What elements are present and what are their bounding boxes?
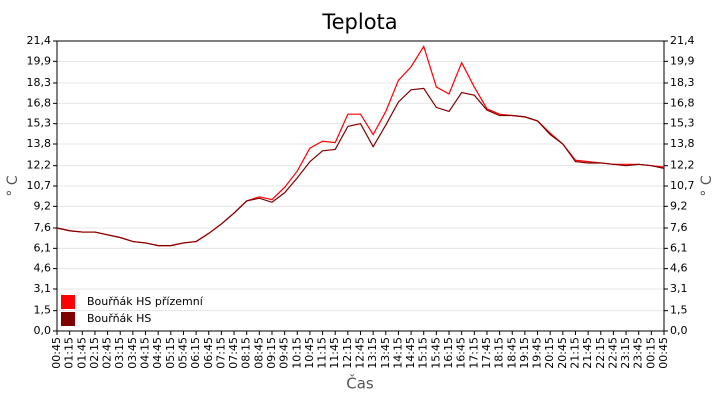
- series-line: [56, 87, 665, 247]
- x-tick-label: 23:45: [632, 337, 645, 369]
- x-tick-label: 11:45: [328, 337, 341, 369]
- x-tick-label: 00:45: [50, 337, 63, 369]
- x-tick-label: 13:15: [366, 337, 379, 369]
- x-tick-label: 22:45: [606, 337, 619, 369]
- x-tick-label: 10:45: [303, 337, 316, 369]
- legend-label: Bouřňák HS přízemní: [87, 295, 204, 308]
- x-tick-label: 03:45: [126, 337, 139, 369]
- x-tick-label: 03:15: [113, 337, 126, 369]
- x-tick-label: 14:45: [404, 337, 417, 369]
- y-tick-label: 13,8: [27, 137, 52, 150]
- x-tick-label: 20:15: [543, 337, 556, 369]
- y2-tick-label: 1,5: [670, 304, 688, 317]
- y2-tick-label: 4,6: [670, 262, 688, 275]
- y-tick-label: 15,3: [27, 117, 52, 130]
- y-tick-label: 3,1: [34, 282, 52, 295]
- y-tick-label: 18,3: [27, 76, 52, 89]
- y-tick-label: 6,1: [34, 241, 52, 254]
- x-tick-label: 13:45: [379, 337, 392, 369]
- x-tick-label: 06:45: [202, 337, 215, 369]
- x-tick-label: 20:45: [556, 337, 569, 369]
- x-tick-label: 06:15: [189, 337, 202, 369]
- x-tick-label: 12:45: [354, 337, 367, 369]
- x-tick-label: 01:15: [63, 337, 76, 369]
- x-tick-label: 19:15: [518, 337, 531, 369]
- x-tick-label: 18:45: [505, 337, 518, 369]
- y-tick-label: 21,4: [27, 34, 52, 47]
- x-tick-label: 02:45: [101, 337, 114, 369]
- x-tick-label: 14:15: [391, 337, 404, 369]
- chart-title: Teplota: [321, 10, 397, 34]
- x-tick-label: 00:15: [644, 337, 657, 369]
- x-tick-label: 18:15: [493, 337, 506, 369]
- x-tick-label: 16:15: [442, 337, 455, 369]
- x-tick-label: 17:15: [467, 337, 480, 369]
- y-tick-label: 12,2: [27, 159, 52, 172]
- x-tick-label: 07:15: [214, 337, 227, 369]
- x-tick-label: 09:15: [265, 337, 278, 369]
- y-tick-label: 16,8: [27, 96, 52, 109]
- y-tick-label: 19,9: [27, 54, 52, 67]
- x-tick-label: 12:15: [341, 337, 354, 369]
- y2-tick-label: 9,2: [670, 199, 688, 212]
- y2-tick-label: 19,9: [670, 54, 695, 67]
- x-tick-label: 01:45: [75, 337, 88, 369]
- x-tick-label: 07:45: [227, 337, 240, 369]
- legend-label: Bouřňák HS: [87, 312, 151, 325]
- y2-tick-label: 15,3: [670, 117, 695, 130]
- x-tick-label: 21:45: [581, 337, 594, 369]
- x-axis-label: Čas: [346, 374, 374, 393]
- y-tick-label: 0,0: [34, 324, 52, 337]
- y-tick-label: 9,2: [34, 199, 52, 212]
- x-tick-label: 16:45: [455, 337, 468, 369]
- y2-tick-label: 21,4: [670, 34, 695, 47]
- x-tick-label: 05:15: [164, 337, 177, 369]
- x-tick-label: 08:45: [252, 337, 265, 369]
- x-tick-label: 10:15: [290, 337, 303, 369]
- x-tick-label: 17:45: [480, 337, 493, 369]
- x-tick-label: 08:15: [240, 337, 253, 369]
- legend-swatch: [61, 295, 75, 309]
- x-tick-label: 11:15: [316, 337, 329, 369]
- x-tick-label: 02:15: [88, 337, 101, 369]
- x-tick-label: 23:15: [619, 337, 632, 369]
- y2-tick-label: 12,2: [670, 159, 695, 172]
- x-tick-label: 05:45: [176, 337, 189, 369]
- x-tick-label: 15:15: [417, 337, 430, 369]
- y-tick-label: 1,5: [34, 304, 52, 317]
- y2-axis-label: ° C: [699, 175, 715, 196]
- x-tick-label: 04:15: [139, 337, 152, 369]
- y2-tick-label: 10,7: [670, 179, 695, 192]
- y2-tick-label: 6,1: [670, 241, 688, 254]
- y2-tick-label: 7,6: [670, 221, 688, 234]
- x-tick-label: 21:15: [568, 337, 581, 369]
- series-line: [56, 44, 665, 247]
- x-tick-label: 00:45: [657, 337, 670, 369]
- y2-tick-label: 0,0: [670, 324, 688, 337]
- x-tick-label: 22:15: [594, 337, 607, 369]
- y2-tick-label: 13,8: [670, 137, 695, 150]
- x-tick-label: 09:45: [278, 337, 291, 369]
- y2-tick-label: 16,8: [670, 96, 695, 109]
- y-axis-label: ° C: [5, 175, 21, 196]
- y-tick-label: 4,6: [34, 262, 52, 275]
- legend-swatch: [61, 312, 75, 326]
- x-tick-label: 15:45: [429, 337, 442, 369]
- y-tick-label: 10,7: [27, 179, 52, 192]
- x-tick-label: 04:45: [151, 337, 164, 369]
- x-tick-label: 19:45: [531, 337, 544, 369]
- y2-tick-label: 18,3: [670, 76, 695, 89]
- y2-tick-label: 3,1: [670, 282, 688, 295]
- y-tick-label: 7,6: [34, 221, 52, 234]
